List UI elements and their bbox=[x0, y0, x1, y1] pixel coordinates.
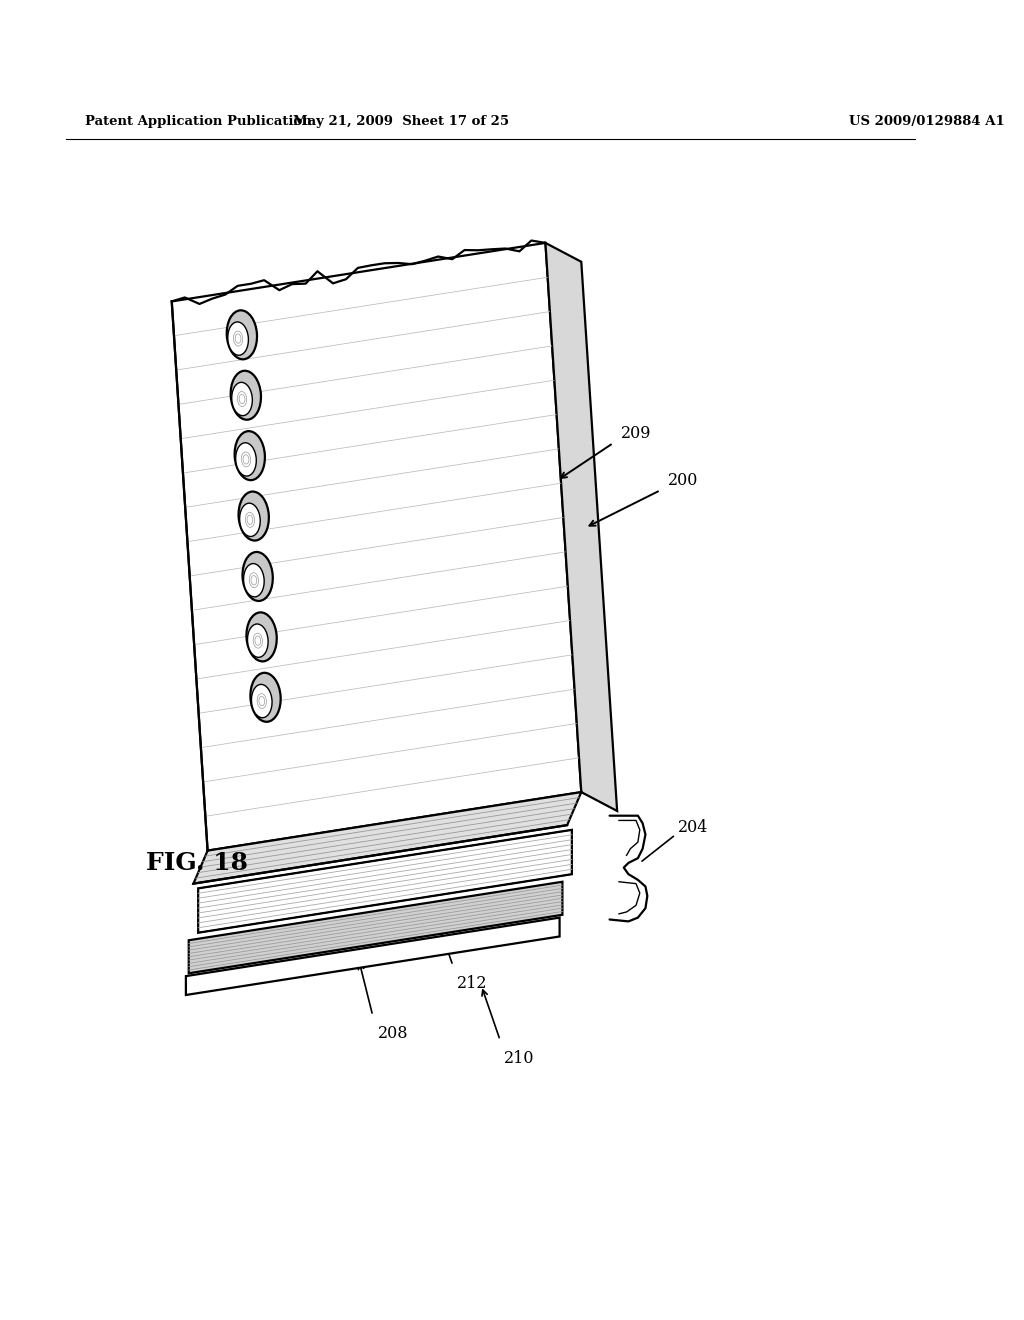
Text: 200: 200 bbox=[668, 473, 698, 490]
Polygon shape bbox=[199, 830, 571, 933]
Ellipse shape bbox=[248, 624, 268, 657]
Text: 204: 204 bbox=[678, 818, 708, 836]
Ellipse shape bbox=[226, 310, 257, 359]
Ellipse shape bbox=[240, 503, 260, 536]
Text: May 21, 2009  Sheet 17 of 25: May 21, 2009 Sheet 17 of 25 bbox=[293, 115, 509, 128]
Polygon shape bbox=[186, 917, 559, 995]
Ellipse shape bbox=[227, 322, 249, 355]
Polygon shape bbox=[194, 792, 582, 883]
Text: 209: 209 bbox=[621, 425, 651, 442]
Text: 210: 210 bbox=[504, 1049, 535, 1067]
Ellipse shape bbox=[252, 684, 272, 718]
Polygon shape bbox=[546, 243, 617, 810]
Text: Patent Application Publication: Patent Application Publication bbox=[85, 115, 311, 128]
Ellipse shape bbox=[251, 673, 281, 722]
Polygon shape bbox=[188, 882, 562, 973]
Ellipse shape bbox=[243, 552, 272, 601]
Text: 208: 208 bbox=[378, 1026, 408, 1043]
Text: 212: 212 bbox=[457, 975, 487, 993]
Ellipse shape bbox=[231, 383, 252, 416]
Ellipse shape bbox=[247, 612, 276, 661]
Ellipse shape bbox=[234, 432, 265, 480]
Ellipse shape bbox=[236, 442, 256, 477]
Polygon shape bbox=[172, 243, 582, 850]
Text: FIG. 18: FIG. 18 bbox=[146, 851, 248, 875]
Ellipse shape bbox=[239, 491, 269, 541]
Ellipse shape bbox=[230, 371, 261, 420]
Text: US 2009/0129884 A1: US 2009/0129884 A1 bbox=[849, 115, 1005, 128]
Ellipse shape bbox=[244, 564, 264, 597]
